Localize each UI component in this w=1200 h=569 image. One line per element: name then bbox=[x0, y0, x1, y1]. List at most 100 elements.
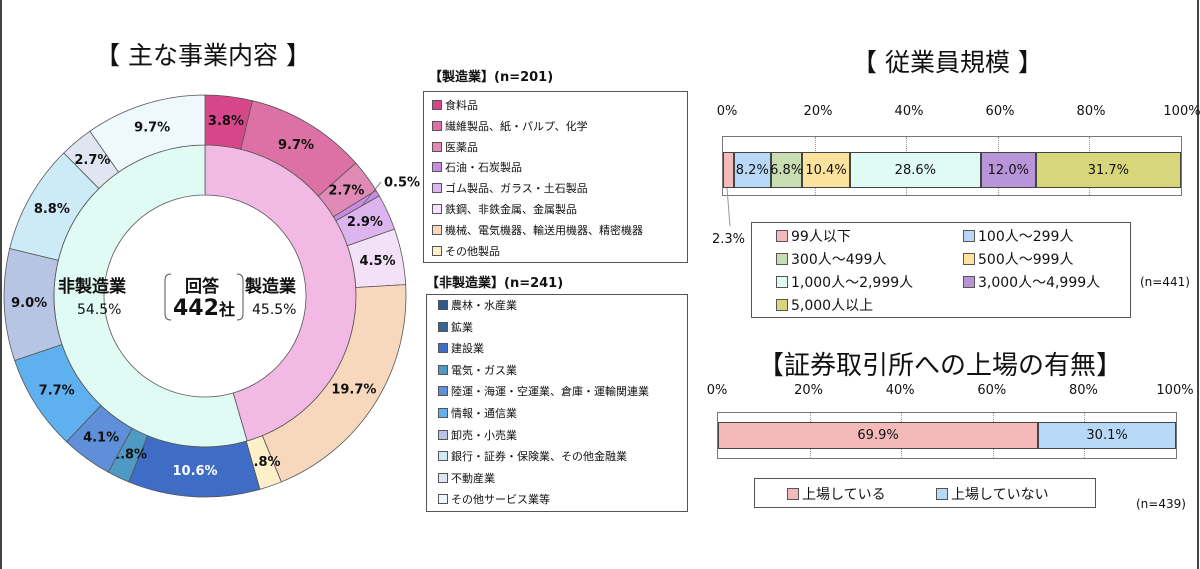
legend-label: その他製品 bbox=[445, 244, 500, 258]
axis-tick-label: 0% bbox=[706, 383, 728, 398]
stacked-bar: 69.9% 30.1% bbox=[718, 422, 1176, 449]
axis-tick-label: 100% bbox=[1156, 383, 1194, 398]
legend-swatch-icon bbox=[438, 472, 448, 483]
legend-label: 100人～299人 bbox=[978, 229, 1074, 245]
legend-item: 機械、電気機器、輸送用機器、精密機器 bbox=[432, 222, 643, 238]
bar-segment: 28.6% bbox=[849, 152, 981, 188]
legend-item: 上場していない bbox=[936, 484, 1049, 504]
employee-small-label: 2.3% bbox=[712, 232, 746, 247]
bar-segment bbox=[723, 152, 734, 188]
bar-segment: 12.0% bbox=[980, 152, 1036, 188]
legend-item: 電気・ガス業 bbox=[438, 362, 517, 378]
legend-swatch-icon bbox=[438, 343, 448, 354]
legend-label: 99人以下 bbox=[791, 229, 851, 245]
legend-label: 機械、電気機器、輸送用機器、精密機器 bbox=[445, 223, 643, 237]
donut-chart-title: 【 主な事業内容 】 bbox=[95, 41, 311, 70]
segment-label: 7.7% bbox=[39, 383, 75, 398]
legend-swatch-icon bbox=[432, 204, 442, 214]
bar-segment: 6.8% bbox=[770, 152, 803, 188]
legend-label: 不動産業 bbox=[451, 471, 495, 485]
manufacturing-inner-label: 製造業 bbox=[245, 277, 296, 297]
legend-swatch-icon bbox=[776, 276, 788, 288]
segment-label: 9.0% bbox=[11, 296, 47, 311]
legend-label: 上場している bbox=[802, 487, 886, 503]
legend-label: 500人～999人 bbox=[978, 252, 1074, 268]
bar-segment: 10.4% bbox=[802, 152, 850, 188]
listing-legend: 上場している 上場していない bbox=[754, 478, 1096, 508]
legend-swatch-icon bbox=[432, 224, 442, 235]
segment-label: 4.1% bbox=[83, 431, 119, 446]
legend-swatch-icon bbox=[787, 488, 799, 500]
left-border bbox=[0, 0, 2, 569]
manufacturing-legend: 食料品 繊維製品、紙・パルプ、化学 医薬品 石油・石炭製品 ゴム製品、ガラス・土石製品鉄… bbox=[423, 91, 688, 263]
legend-label: 鉱業 bbox=[451, 320, 473, 334]
segment-label: 2.7% bbox=[328, 184, 364, 199]
legend-swatch-icon bbox=[432, 183, 442, 194]
legend-item: 300人～499人 bbox=[776, 249, 886, 269]
legend-label: 石油・石炭製品 bbox=[445, 161, 522, 175]
segment-label: 2.9% bbox=[347, 215, 383, 230]
legend-swatch-icon bbox=[438, 364, 448, 375]
legend-item: 陸運・海運・空運業、倉庫・運輸関連業 bbox=[438, 383, 649, 399]
legend-item: 卸売・小売業 bbox=[438, 427, 517, 443]
legend-label: その他サービス業等 bbox=[451, 493, 550, 507]
legend-label: ゴム製品、ガラス・土石製品 bbox=[445, 182, 588, 196]
legend-label: 電気・ガス業 bbox=[451, 363, 517, 377]
legend-swatch-icon bbox=[438, 408, 448, 418]
legend-label: 食料品 bbox=[445, 99, 478, 112]
legend-swatch-icon bbox=[776, 253, 788, 265]
legend-item: 鉱業 bbox=[438, 319, 473, 335]
employee-n-label: (n=441) bbox=[1140, 275, 1190, 289]
axis-tick-label: 80% bbox=[1076, 104, 1106, 119]
legend-label: 陸運・海運・空運業、倉庫・運輸関連業 bbox=[451, 385, 649, 399]
legend-swatch-icon bbox=[963, 276, 975, 288]
bar-segment: 8.2% bbox=[733, 152, 772, 188]
manufacturing-inner-pct: 45.5% bbox=[252, 302, 297, 318]
listing-title: 【証券取引所への上場の有無】 bbox=[758, 351, 1123, 381]
legend-swatch-icon bbox=[936, 488, 948, 500]
legend-item: その他サービス業等 bbox=[438, 491, 550, 507]
legend-item: ゴム製品、ガラス・土石製品 bbox=[432, 180, 588, 196]
legend-swatch-icon bbox=[776, 299, 788, 311]
legend-item: 繊維製品、紙・パルプ、化学 bbox=[432, 118, 588, 134]
legend-swatch-icon bbox=[432, 162, 442, 173]
legend-label: 情報・通信業 bbox=[451, 407, 517, 420]
legend-swatch-icon bbox=[438, 494, 448, 505]
legend-swatch-icon bbox=[438, 386, 448, 397]
legend-item: 上場している bbox=[787, 484, 886, 504]
legend-swatch-icon bbox=[438, 300, 448, 310]
legend-swatch-icon bbox=[438, 451, 448, 462]
legend-label: 鉄鋼、非鉄金属、金属製品 bbox=[445, 203, 577, 216]
legend-item: 3,000人～4,999人 bbox=[963, 272, 1100, 292]
right-border bbox=[1197, 0, 1199, 569]
nonmanufacturing-legend: 農林・水産業 鉱業建設業電気・ガス業陸運・海運・空運業、倉庫・運輸関連業 情報・通信… bbox=[426, 294, 688, 512]
employee-size-title: 【 従業員規模 】 bbox=[852, 48, 1043, 77]
legend-swatch-icon bbox=[432, 245, 442, 256]
bar-segment: 69.9% bbox=[718, 422, 1039, 449]
outer-ring-segment bbox=[89, 94, 206, 173]
axis-tick-label: 20% bbox=[794, 383, 824, 398]
segment-label: 0.5% bbox=[384, 176, 420, 191]
legend-item: 建設業 bbox=[438, 340, 484, 356]
axis-tick-label: 40% bbox=[885, 383, 915, 398]
nonmanufacturing-inner-pct: 54.5% bbox=[77, 302, 122, 318]
legend-item: 5,000人以上 bbox=[776, 295, 873, 315]
segment-label: 9.7% bbox=[278, 138, 314, 153]
legend-label: 卸売・小売業 bbox=[451, 428, 517, 442]
listing-plot-area: 69.9% 30.1% bbox=[717, 412, 1177, 459]
legend-swatch-icon bbox=[963, 253, 975, 265]
segment-label: 9.7% bbox=[134, 121, 170, 136]
bar-segment: 31.7% bbox=[1035, 152, 1181, 188]
legend-item: 石油・石炭製品 bbox=[432, 159, 522, 175]
center-response-count: 442社 bbox=[173, 296, 235, 321]
axis-tick-label: 80% bbox=[1068, 383, 1098, 398]
segment-label: 3.8% bbox=[208, 114, 244, 129]
manufacturing-legend-heading: 【製造業】(n=201) bbox=[429, 70, 554, 85]
nonmanufacturing-inner-label: 非製造業 bbox=[58, 277, 126, 297]
response-count: 442 bbox=[173, 296, 219, 321]
legend-label: 5,000人以上 bbox=[791, 298, 874, 314]
legend-label: 3,000人～4,999人 bbox=[978, 275, 1101, 291]
legend-label: 農林・水産業 bbox=[451, 299, 517, 312]
legend-item: 情報・通信業 bbox=[438, 405, 517, 421]
legend-item: 鉄鋼、非鉄金属、金属製品 bbox=[432, 201, 577, 217]
